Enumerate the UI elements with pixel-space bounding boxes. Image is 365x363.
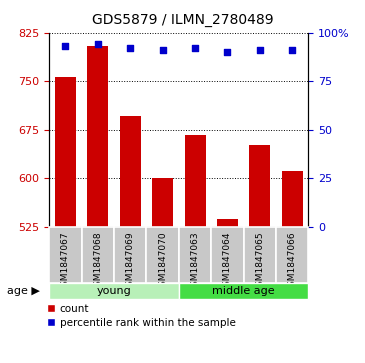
Bar [276,227,308,283]
Bar [244,227,276,283]
Bar [152,178,173,227]
Text: GSM1847065: GSM1847065 [255,231,264,292]
Text: GSM1847066: GSM1847066 [288,231,297,292]
Point [127,45,133,51]
Bar [87,46,108,227]
Point [289,47,295,53]
Bar [55,77,76,227]
Text: age ▶: age ▶ [7,286,40,296]
Bar [120,115,141,227]
Text: GSM1847067: GSM1847067 [61,231,70,292]
Point [62,43,68,49]
Bar [211,227,244,283]
Bar [282,171,303,227]
Text: GSM1847068: GSM1847068 [93,231,102,292]
Point [192,45,198,51]
Bar [82,227,114,283]
Point [95,41,101,47]
Text: GSM1847069: GSM1847069 [126,231,135,292]
Text: GSM1847070: GSM1847070 [158,231,167,292]
Point [257,47,263,53]
Text: GDS5879 / ILMN_2780489: GDS5879 / ILMN_2780489 [92,13,273,27]
Bar [185,135,205,227]
Bar [217,219,238,227]
Text: GSM1847063: GSM1847063 [191,231,200,292]
Point [224,49,230,55]
Bar [146,227,179,283]
Text: middle age: middle age [212,286,275,296]
Bar [179,283,308,299]
Point [160,47,166,53]
Bar [114,227,146,283]
Bar [179,227,211,283]
Legend: count, percentile rank within the sample: count, percentile rank within the sample [47,304,235,327]
Bar [249,145,270,227]
Text: GSM1847064: GSM1847064 [223,231,232,292]
Bar [49,283,179,299]
Text: young: young [97,286,131,296]
Bar [49,227,82,283]
